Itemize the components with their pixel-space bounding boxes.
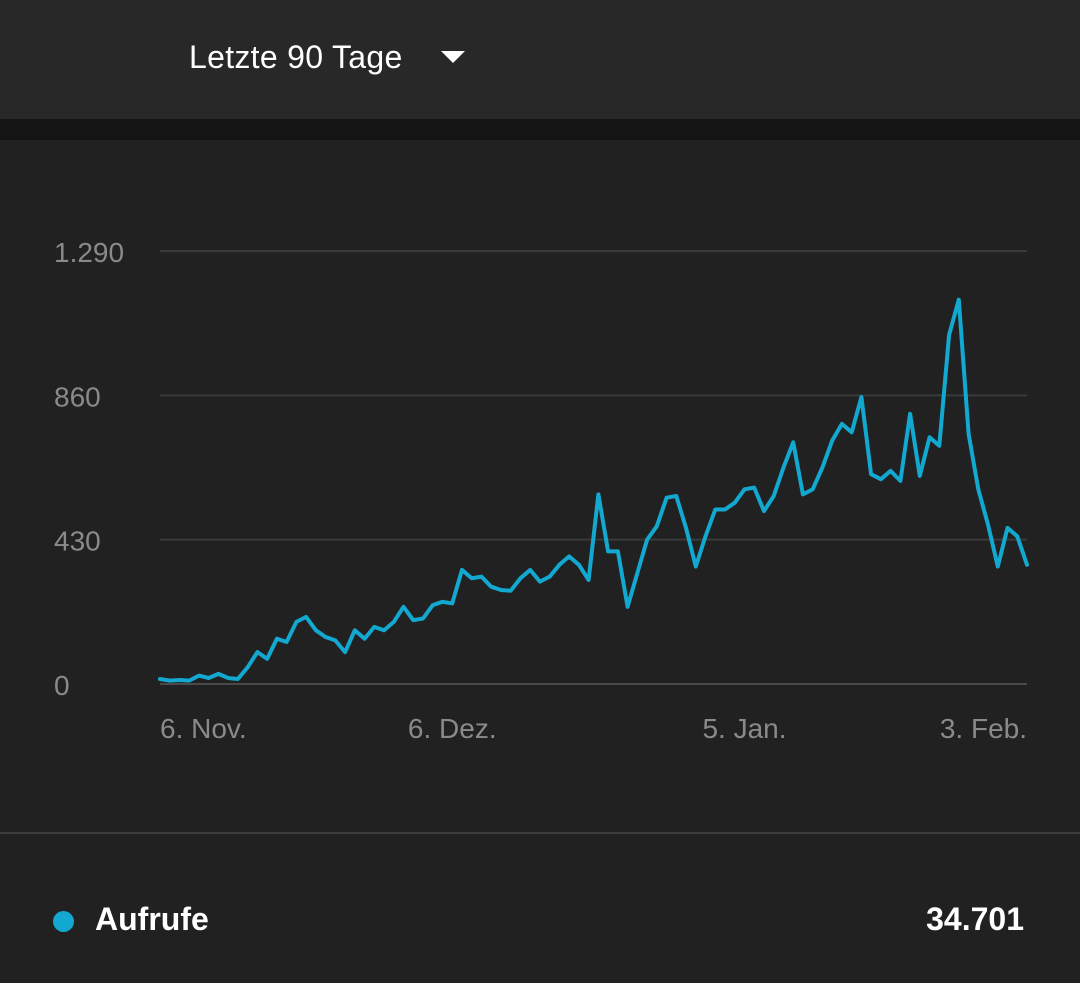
header-shadow-band bbox=[0, 119, 1080, 140]
x-tick-label: 6. Nov. bbox=[160, 713, 247, 744]
legend-total: 34.701 bbox=[926, 901, 1024, 937]
y-tick-label: 0 bbox=[54, 670, 70, 701]
x-tick-label: 5. Jan. bbox=[702, 713, 786, 744]
divider bbox=[0, 832, 1080, 834]
x-tick-label: 3. Feb. bbox=[940, 713, 1027, 744]
date-range-label: Letzte 90 Tage bbox=[189, 38, 403, 75]
views-line-chart: 0 430 860 1.290 6. Nov. 6. Dez. 5. Jan. 3. Feb… bbox=[54, 237, 1029, 744]
y-tick-label: 1.290 bbox=[54, 237, 124, 268]
chart-area: 0 430 860 1.290 6. Nov. 6. Dez. 5. Jan. 3. Feb… bbox=[0, 140, 1080, 832]
y-tick-label: 430 bbox=[54, 526, 101, 557]
y-tick-label: 860 bbox=[54, 381, 101, 412]
legend-label: Aufrufe bbox=[95, 901, 209, 937]
date-range-dropdown[interactable]: Letzte 90 Tage bbox=[189, 30, 465, 84]
caret-down-icon bbox=[440, 51, 465, 63]
legend: Aufrufe 34.701 bbox=[0, 834, 1080, 983]
x-tick-label: 6. Dez. bbox=[408, 713, 497, 744]
header-bar: Letzte 90 Tage bbox=[0, 0, 1080, 119]
series-line-aufrufe bbox=[158, 297, 1029, 683]
series-color-dot bbox=[53, 911, 74, 932]
